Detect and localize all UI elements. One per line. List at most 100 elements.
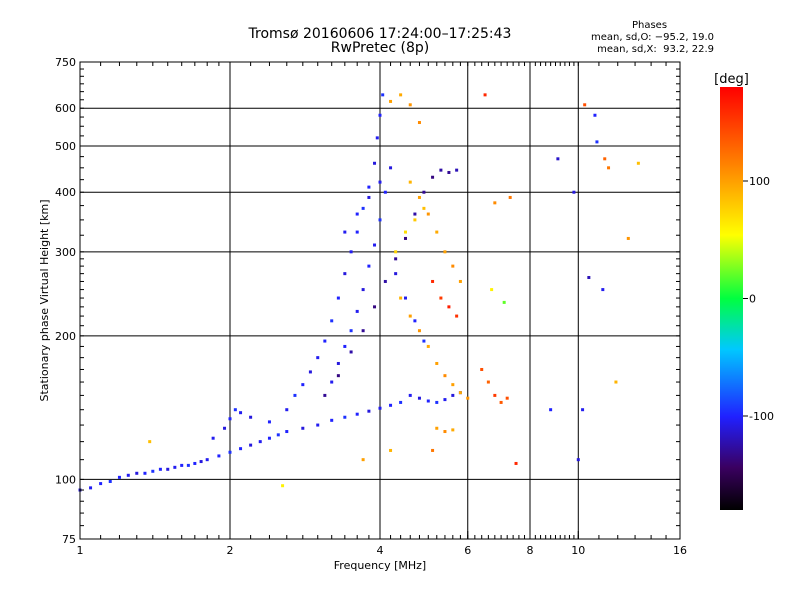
x-mode-point bbox=[626, 236, 630, 240]
o-mode-point bbox=[276, 433, 280, 437]
chart-title: Tromsø 20160606 17:24:00–17:25:43 bbox=[248, 26, 512, 42]
o-mode-point bbox=[108, 479, 112, 483]
o-mode-point bbox=[422, 190, 426, 194]
x-mode-point bbox=[413, 218, 417, 222]
o-mode-point bbox=[308, 370, 312, 374]
x-mode-point bbox=[417, 195, 421, 199]
x-mode-point bbox=[614, 380, 618, 384]
x-mode-point bbox=[399, 296, 403, 300]
o-mode-point bbox=[361, 206, 365, 210]
o-mode-point bbox=[455, 168, 459, 172]
phase-colorbar: [deg] 100 0 -100 bbox=[714, 72, 774, 510]
x-mode-point bbox=[636, 161, 640, 165]
o-mode-point bbox=[355, 230, 359, 234]
o-mode-point bbox=[211, 436, 215, 440]
x-mode-point bbox=[443, 374, 447, 378]
o-mode-point bbox=[343, 230, 347, 234]
y-tick-label: 500 bbox=[55, 140, 76, 153]
o-mode-point bbox=[422, 339, 426, 343]
o-mode-point bbox=[285, 408, 289, 412]
o-mode-point bbox=[408, 393, 412, 397]
x-mode-point bbox=[556, 157, 560, 161]
x-mode-point bbox=[593, 113, 597, 117]
o-mode-point bbox=[389, 166, 393, 170]
o-mode-point bbox=[336, 296, 340, 300]
x-mode-point bbox=[483, 93, 487, 97]
x-mode-point bbox=[490, 288, 494, 292]
o-mode-point bbox=[173, 465, 177, 469]
o-mode-point bbox=[151, 469, 155, 473]
x-mode-point bbox=[408, 180, 412, 184]
y-axis-label: Stationary phase Virtual Height [km] bbox=[38, 199, 51, 401]
o-mode-point bbox=[330, 380, 334, 384]
x-mode-point bbox=[431, 279, 435, 283]
y-tick-label: 400 bbox=[55, 186, 76, 199]
colorbar-tick-label: -100 bbox=[749, 410, 774, 423]
o-mode-point bbox=[349, 350, 353, 354]
o-mode-point bbox=[378, 113, 382, 117]
x-mode-point bbox=[399, 93, 403, 97]
x-tick-label: 6 bbox=[464, 544, 471, 557]
o-mode-point bbox=[394, 257, 398, 261]
x-mode-point bbox=[493, 201, 497, 205]
o-mode-point bbox=[239, 411, 243, 415]
o-mode-point bbox=[223, 426, 227, 430]
x-mode-point bbox=[499, 400, 503, 404]
x-axis-label: Frequency [MHz] bbox=[334, 559, 426, 572]
y-tick-label: 100 bbox=[55, 473, 76, 486]
o-mode-point bbox=[417, 396, 421, 400]
y-tick-label: 600 bbox=[55, 102, 76, 115]
o-mode-point bbox=[389, 403, 393, 407]
chart-subtitle: RwPretec (8p) bbox=[330, 40, 430, 56]
x-mode-point bbox=[451, 428, 455, 432]
o-mode-point bbox=[403, 296, 407, 300]
x-mode-point bbox=[601, 288, 605, 292]
axes: 1 2 4 6 8 10 16 75 100 200 300 400 500 600 750 Frequenc… bbox=[38, 56, 687, 572]
o-mode-point bbox=[373, 161, 377, 165]
grid-lines bbox=[80, 62, 680, 539]
x-mode-point bbox=[583, 103, 587, 107]
o-mode-point bbox=[367, 409, 371, 413]
x-mode-point bbox=[403, 230, 407, 234]
o-mode-point bbox=[399, 400, 403, 404]
x-mode-point bbox=[281, 484, 285, 488]
x-mode-point bbox=[435, 230, 439, 234]
o-mode-point bbox=[301, 383, 305, 387]
o-mode-point bbox=[267, 436, 271, 440]
x-mode-point bbox=[426, 344, 430, 348]
data-points bbox=[78, 93, 640, 492]
x-mode-point bbox=[148, 440, 152, 444]
o-mode-point bbox=[361, 288, 365, 292]
x-mode-point bbox=[603, 157, 607, 161]
x-mode-point bbox=[431, 448, 435, 452]
o-mode-point bbox=[375, 136, 379, 140]
phase-stats-x-line: mean, sd,X: 93.2, 22.9 bbox=[597, 44, 714, 55]
o-mode-point bbox=[301, 426, 305, 430]
o-mode-point bbox=[373, 243, 377, 247]
x-mode-point bbox=[466, 396, 470, 400]
o-mode-point bbox=[316, 423, 320, 427]
o-mode-point bbox=[135, 471, 139, 475]
x-mode-point bbox=[508, 195, 512, 199]
x-mode-point bbox=[607, 166, 611, 170]
x-mode-point bbox=[408, 314, 412, 318]
colorbar-label: [deg] bbox=[714, 72, 749, 87]
o-mode-point bbox=[285, 430, 289, 434]
o-mode-point bbox=[228, 450, 232, 454]
o-mode-point bbox=[355, 212, 359, 216]
x-mode-point bbox=[486, 380, 490, 384]
x-tick-label: 16 bbox=[673, 544, 687, 557]
o-mode-point bbox=[343, 344, 347, 348]
x-tick-label: 10 bbox=[571, 544, 585, 557]
o-mode-point bbox=[158, 467, 162, 471]
x-mode-point bbox=[439, 296, 443, 300]
o-mode-point bbox=[343, 272, 347, 276]
o-mode-point bbox=[394, 272, 398, 276]
o-mode-point bbox=[381, 93, 385, 97]
x-mode-point bbox=[422, 206, 426, 210]
y-tick-label: 300 bbox=[55, 246, 76, 259]
o-mode-point bbox=[89, 486, 93, 490]
o-mode-point bbox=[451, 393, 455, 397]
colorbar-tick-label: 0 bbox=[749, 293, 756, 306]
